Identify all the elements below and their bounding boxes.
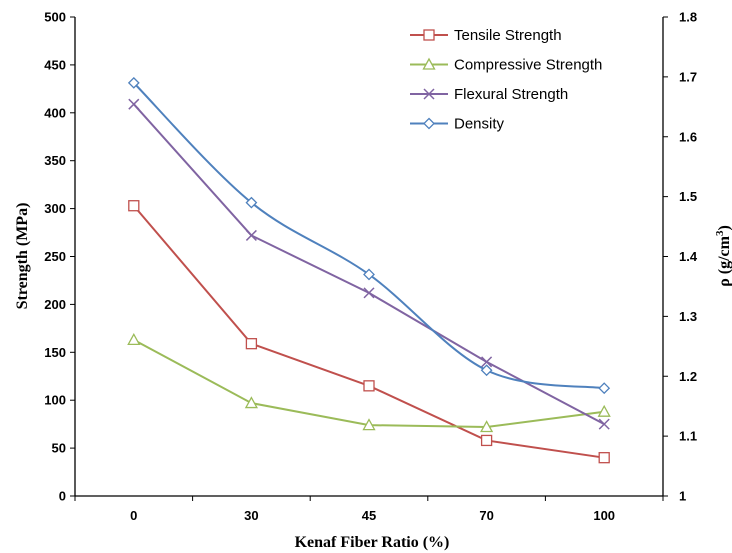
y2-tick-label: 1.8 xyxy=(679,10,697,25)
y-tick-label: 150 xyxy=(44,345,66,360)
data-point-compressive-strength xyxy=(244,396,258,409)
x-tick-label: 45 xyxy=(362,508,376,523)
data-point-flexural-strength xyxy=(598,418,610,430)
legend-item-compressive-strength: Compressive Strength xyxy=(410,57,602,74)
series-layer xyxy=(127,76,611,464)
y2-axis-title-main: ρ (g/cm xyxy=(716,235,732,286)
data-point-density xyxy=(598,382,611,395)
y-tick-label: 400 xyxy=(44,105,66,120)
legend-swatch-marker xyxy=(423,29,435,41)
y-tick-label: 500 xyxy=(44,10,66,25)
y-tick-label: 350 xyxy=(44,153,66,168)
series-flexural-strength xyxy=(128,98,610,430)
data-point-density xyxy=(127,76,140,89)
data-point-compressive-strength xyxy=(362,418,376,431)
legend-item-flexural-strength: Flexural Strength xyxy=(410,86,568,103)
x-tick-label: 100 xyxy=(593,508,615,523)
legend-label: Tensile Strength xyxy=(454,27,562,44)
y2-axis-title-end: ) xyxy=(716,225,732,230)
y2-tick-label: 1.3 xyxy=(679,309,697,324)
y-tick-label: 100 xyxy=(44,393,66,408)
data-point-compressive-strength xyxy=(480,420,494,433)
legend-swatch-marker xyxy=(422,57,436,70)
x-tick-label: 70 xyxy=(479,508,493,523)
y2-tick-label: 1.4 xyxy=(679,249,698,264)
y-axis-right: 1 1.1 1.2 1.3 1.4 1.5 1.6 1.7 1.8 xyxy=(663,10,698,504)
x-axis-title: Kenaf Fiber Ratio (%) xyxy=(295,534,450,551)
data-point-tensile-strength xyxy=(245,338,258,350)
y-tick-label: 450 xyxy=(44,57,66,72)
y-axis-left: 0 50 100 150 200 250 300 350 400 450 500 xyxy=(44,10,75,504)
y2-tick-label: 1.6 xyxy=(679,129,697,144)
y2-tick-label: 1.1 xyxy=(679,429,697,444)
legend-label: Density xyxy=(454,116,505,133)
data-point-compressive-strength xyxy=(127,332,141,345)
legend: Tensile Strength Compressive Strength Flex… xyxy=(410,27,602,133)
y2-tick-label: 1 xyxy=(679,489,686,504)
y-tick-label: 200 xyxy=(44,297,66,312)
legend-label: Compressive Strength xyxy=(454,57,602,74)
series-compressive-strength xyxy=(127,332,611,433)
data-point-compressive-strength xyxy=(597,404,611,417)
legend-swatch-marker xyxy=(423,117,435,130)
series-tensile-strength xyxy=(128,200,610,464)
x-tick-label: 0 xyxy=(130,508,137,523)
series-density xyxy=(127,76,611,395)
legend-item-tensile-strength: Tensile Strength xyxy=(410,27,562,44)
y-tick-label: 300 xyxy=(44,201,66,216)
data-point-tensile-strength xyxy=(480,434,493,447)
y-tick-label: 0 xyxy=(59,489,66,504)
y2-axis-title-sup: 3 xyxy=(714,230,726,236)
y2-tick-label: 1.2 xyxy=(679,369,697,384)
legend-item-density: Density xyxy=(410,116,505,133)
y-tick-label: 250 xyxy=(44,249,66,264)
data-point-flexural-strength xyxy=(245,229,257,241)
data-point-tensile-strength xyxy=(363,380,375,392)
series-line-density xyxy=(133,82,605,390)
data-point-flexural-strength xyxy=(363,287,375,299)
data-point-flexural-strength xyxy=(128,98,140,110)
data-point-tensile-strength xyxy=(128,200,140,212)
data-point-density xyxy=(245,196,258,209)
x-tick-label: 30 xyxy=(244,508,258,523)
data-point-density xyxy=(480,364,493,377)
legend-swatch-marker xyxy=(423,88,435,100)
y2-axis-title: ρ (g/cm3) xyxy=(714,225,732,287)
y2-tick-label: 1.5 xyxy=(679,189,697,204)
y-axis-title: Strength (MPa) xyxy=(14,203,31,310)
y2-tick-label: 1.7 xyxy=(679,69,697,84)
x-axis: 0 30 45 70 100 xyxy=(74,496,664,523)
y-tick-label: 50 xyxy=(52,441,66,456)
data-point-flexural-strength xyxy=(481,356,493,368)
data-point-density xyxy=(363,268,375,281)
legend-label: Flexural Strength xyxy=(454,86,568,103)
series-line-flexural-strength xyxy=(133,103,605,426)
data-point-tensile-strength xyxy=(598,452,610,464)
